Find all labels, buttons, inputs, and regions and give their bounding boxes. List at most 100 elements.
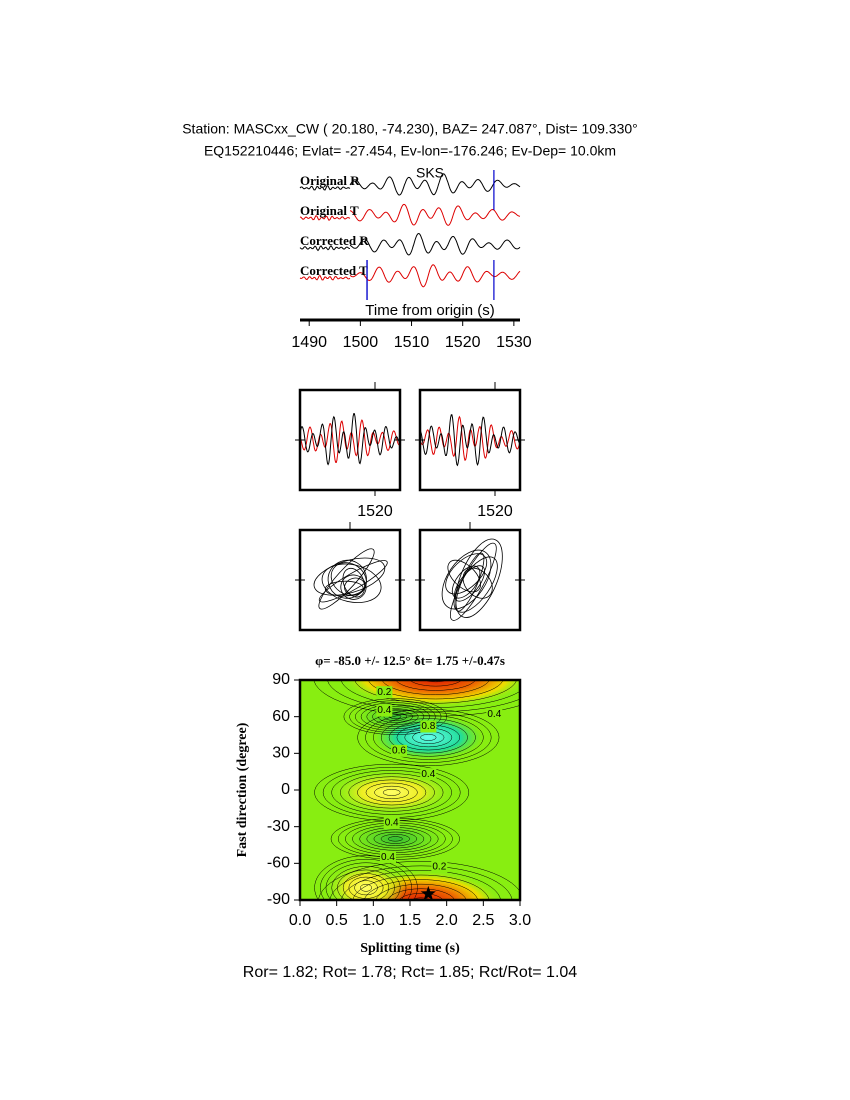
window-trace (419, 414, 521, 467)
contour-line (365, 782, 418, 803)
contour-label: 0.4 (385, 818, 399, 829)
contour-line (363, 879, 479, 900)
contour-line (386, 888, 456, 900)
window-trace (299, 413, 401, 466)
contour-label-bg (420, 720, 437, 733)
contour-label-bg (431, 861, 448, 873)
trace-pre (299, 215, 351, 222)
contour-line (373, 831, 418, 846)
contour-line (360, 704, 430, 729)
x-axis-label: Splitting time (s) (360, 941, 460, 956)
contour-line (355, 702, 436, 731)
contour-line (366, 829, 425, 849)
contour-line (340, 680, 520, 708)
y-tick-label: 30 (272, 745, 290, 762)
contour-line (348, 876, 384, 899)
pm-loop (451, 565, 481, 599)
contour-line (340, 870, 502, 900)
contour-line (352, 874, 490, 900)
contour-line (377, 710, 413, 723)
particle-motion (441, 538, 503, 621)
contour-line (331, 866, 401, 900)
particle-motion (313, 548, 388, 610)
window-trace (419, 415, 521, 461)
contour-label: 0.4 (421, 769, 435, 780)
contour-line (366, 706, 425, 727)
x-tick-label: 0.0 (289, 912, 311, 929)
contour-line (329, 865, 513, 900)
contour-label-bg (420, 768, 437, 781)
contour-label-bg (376, 686, 393, 699)
x-tick-label: 1520 (445, 334, 481, 351)
contour-label: 0.2 (432, 862, 446, 873)
contour-line (349, 700, 442, 733)
trace (349, 232, 521, 256)
contour-line (373, 715, 484, 760)
contour-line (357, 708, 500, 766)
contour-line (327, 680, 520, 713)
contour-line (420, 734, 437, 741)
contour-label: 0.6 (392, 746, 406, 757)
pm-loop (447, 559, 481, 593)
contour-label: 0.8 (421, 721, 435, 732)
x-tick-label: 1530 (496, 334, 532, 351)
contour-label-bg (383, 817, 400, 829)
contour-line (348, 776, 435, 809)
contour-line (368, 680, 504, 700)
x-tick-label: 1520 (357, 503, 393, 520)
contour-line (395, 680, 476, 691)
y-tick-label: -60 (267, 855, 290, 872)
contour-line (375, 883, 467, 900)
trace-label: Original R (300, 173, 360, 188)
contour-line (410, 897, 432, 900)
x-tick-label: 2.5 (472, 912, 494, 929)
pm-loop (455, 538, 503, 618)
contour-line (320, 858, 412, 900)
pm-loop (313, 557, 386, 596)
y-tick-label: 0 (281, 781, 290, 798)
x-tick-label: 1490 (291, 334, 327, 351)
contour-label: 0.4 (381, 852, 395, 863)
x-tick-label: 1500 (343, 334, 379, 351)
contour-line (337, 869, 395, 900)
pm-loop (450, 542, 497, 621)
header-line: EQ152210446; Evlat= -27.454, Ev-lon=-176… (204, 143, 616, 159)
contour-line (389, 714, 402, 719)
contour-line (354, 680, 517, 704)
contour-line (331, 770, 452, 815)
contour-line (318, 861, 520, 900)
best-star (420, 885, 436, 901)
y-tick-label: -30 (267, 818, 290, 835)
trace (349, 173, 521, 196)
phase-label: SKS (416, 165, 444, 181)
contour-line (360, 883, 372, 892)
contour-line (423, 680, 448, 683)
contour-field (300, 680, 520, 900)
contour-line (325, 862, 407, 900)
header-line: Station: MASCxx_CW ( 20.180, -74.230), B… (182, 121, 638, 137)
pm-loop (318, 560, 388, 603)
contour-line (409, 680, 463, 687)
contour-line (381, 680, 490, 695)
trace-pre (299, 274, 351, 281)
window-frame (418, 388, 522, 492)
trace (349, 264, 521, 288)
footer: Ror= 1.82; Rot= 1.78; Rct= 1.85; Rct/Rot… (243, 964, 578, 981)
pm-frame (418, 528, 522, 632)
contour-line (398, 893, 444, 900)
contour-line (383, 712, 408, 721)
contour-label: 0.4 (487, 709, 501, 720)
y-tick-label: 60 (272, 708, 290, 725)
contour-line (313, 680, 520, 717)
trace-label: Corrected T (300, 263, 368, 278)
contour-label-bg (380, 851, 396, 864)
x-tick-label: 1.5 (399, 912, 421, 929)
contour-line (342, 873, 390, 900)
trace-pre (299, 245, 351, 252)
trace-pre (299, 185, 351, 191)
y-tick-label: -90 (267, 891, 290, 908)
pm-loop (441, 549, 492, 610)
contour-line (343, 698, 448, 735)
